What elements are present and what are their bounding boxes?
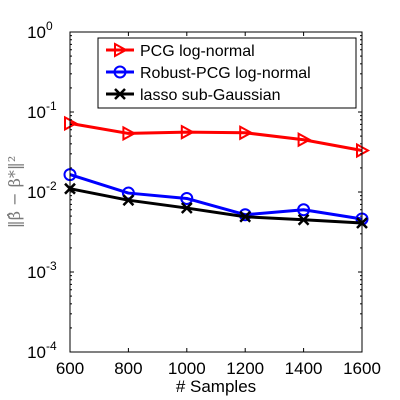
- x-tick-label: 1000: [168, 359, 206, 378]
- y-axis-label: ‖β̂ − β*‖²: [5, 156, 24, 229]
- series-line: [69, 187, 363, 225]
- y-tick-exponent: -4: [46, 339, 57, 353]
- data-point: [180, 124, 195, 140]
- legend-item: PCG log-normal: [106, 42, 255, 60]
- x-tick-label: 1200: [226, 359, 264, 378]
- x-tick-label: 1400: [285, 359, 323, 378]
- legend-label: lasso sub-Gaussian: [140, 87, 281, 104]
- legend-label: Robust-PCG log-normal: [140, 65, 311, 82]
- legend-marker: [114, 88, 126, 100]
- data-point: [180, 191, 194, 205]
- y-tick-label: 10: [27, 263, 46, 282]
- data-point: [122, 194, 135, 207]
- legend-item: Robust-PCG log-normal: [106, 65, 311, 82]
- x-tick-label: 1600: [343, 359, 381, 378]
- y-tick-label: 10: [27, 103, 46, 122]
- legend: PCG log-normal Robust-PCG log-normal lasso…: [97, 37, 357, 109]
- y-tick-base: 10: [27, 263, 46, 282]
- data-point: [180, 202, 193, 214]
- legend-marker: [114, 42, 129, 58]
- y-tick-label: 10: [27, 183, 46, 202]
- y-tick-exponent: -3: [46, 259, 57, 273]
- tick-layer: 600 800 1000 1200 1400 160010-410-310-210-110…: [27, 19, 381, 378]
- y-tick-base: 10: [27, 23, 46, 42]
- data-point: [239, 210, 252, 223]
- data-point: [297, 132, 312, 148]
- y-tick-label: 10: [27, 343, 46, 362]
- y-tick-base: 10: [27, 103, 46, 122]
- series-line: [69, 173, 363, 221]
- x-axis-label: # Samples: [176, 377, 256, 396]
- legend-box: [97, 37, 357, 109]
- y-tick-label: 10: [27, 23, 46, 42]
- y-tick-base: 10: [27, 183, 46, 202]
- y-tick-base: 10: [27, 343, 46, 362]
- legend-label: PCG log-normal: [140, 43, 255, 60]
- legend-marker: [113, 65, 127, 79]
- data-point: [122, 125, 137, 142]
- legend-item: lasso sub-Gaussian: [106, 87, 281, 104]
- legend-items: PCG log-normal Robust-PCG log-normal lasso…: [106, 42, 311, 104]
- data-point: [297, 213, 310, 226]
- y-tick-exponent: -2: [46, 179, 57, 193]
- data-point: [297, 203, 311, 217]
- x-tick-label: 600: [56, 359, 84, 378]
- series-line: [69, 121, 363, 152]
- y-tick-exponent: 0: [46, 19, 53, 33]
- series-layer: [63, 115, 371, 229]
- x-tick-label: 800: [114, 359, 142, 378]
- data-point: [239, 125, 254, 141]
- y-tick-exponent: -1: [46, 99, 57, 113]
